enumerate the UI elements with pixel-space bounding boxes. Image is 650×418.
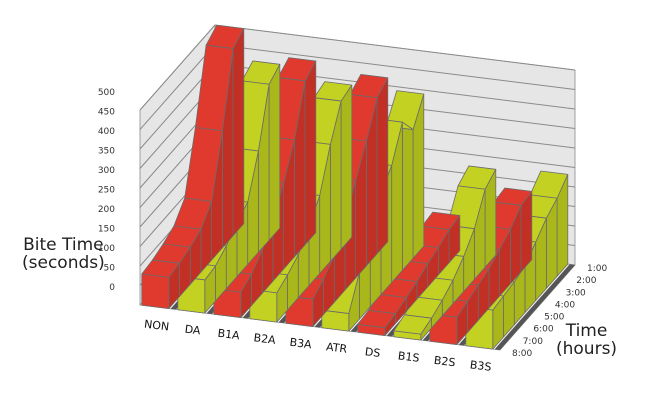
category-label: B3A <box>289 336 313 352</box>
y-tick-label: 350 <box>98 146 115 156</box>
category-label: NON <box>143 318 170 334</box>
y-axis-title-line2: (seconds) <box>22 253 105 273</box>
category-label: B2S <box>433 354 456 370</box>
y-tick-label: 500 <box>98 88 115 98</box>
category-labels: NON DA B1A B2A B3A ATR DS B1S B2S B3S <box>143 318 492 374</box>
y-tick-label: 400 <box>98 127 115 137</box>
ribbon-front <box>357 324 386 337</box>
y-tick-label: 0 <box>109 283 115 293</box>
y-axis-title-line1: Bite Time <box>23 235 104 255</box>
y-tick-label: 50 <box>104 263 116 273</box>
y-tick-label: 200 <box>98 205 115 215</box>
ribbon-side <box>268 63 281 241</box>
ribbon-side <box>401 121 414 271</box>
y-tick-label: 300 <box>98 166 115 176</box>
y-axis-ticks: 0 50 100 150 200 250 300 350 400 450 500 <box>98 88 115 293</box>
ribbon-front <box>141 273 170 310</box>
category-label: B2A <box>253 331 277 347</box>
time-tick-label: 2:00 <box>576 276 596 286</box>
ribbon-side <box>376 77 389 255</box>
category-label: DS <box>364 345 381 360</box>
time-axis-title-line1: Time <box>565 321 608 341</box>
time-tick-label: 6:00 <box>533 325 553 335</box>
ribbon-side <box>304 60 317 246</box>
time-axis-ticks: 1:00 2:00 3:00 4:00 5:00 6:00 7:00 8:00 <box>512 264 607 359</box>
chart-ribbons <box>141 24 569 350</box>
y-tick-label: 450 <box>98 107 115 117</box>
category-label: B1A <box>217 327 241 343</box>
ribbon-front <box>393 330 422 341</box>
y-tick-label: 100 <box>98 244 115 254</box>
time-tick-label: 4:00 <box>555 300 575 310</box>
ribbon-non <box>141 24 245 310</box>
ribbon-front <box>321 309 350 332</box>
y-axis-title: Bite Time (seconds) <box>22 236 105 272</box>
time-tick-label: 3:00 <box>566 288 586 298</box>
ribbon-side <box>232 28 245 237</box>
category-label: B1S <box>397 349 420 365</box>
time-axis-title: Time (hours) <box>556 322 617 358</box>
y-tick-label: 250 <box>98 185 115 195</box>
time-tick-label: 5:00 <box>544 313 564 323</box>
time-tick-label: 7:00 <box>523 337 543 347</box>
category-label: ATR <box>325 340 348 356</box>
time-axis-title-line2: (hours) <box>556 339 618 359</box>
time-tick-label: 8:00 <box>512 349 532 359</box>
floor-gap <box>494 264 575 350</box>
category-label: B3S <box>469 358 492 374</box>
category-label: DA <box>184 323 202 338</box>
y-tick-label: 150 <box>98 224 115 234</box>
time-tick-label: 1:00 <box>587 264 607 274</box>
ribbon-b1s <box>393 165 497 341</box>
ribbon-side <box>340 84 353 250</box>
